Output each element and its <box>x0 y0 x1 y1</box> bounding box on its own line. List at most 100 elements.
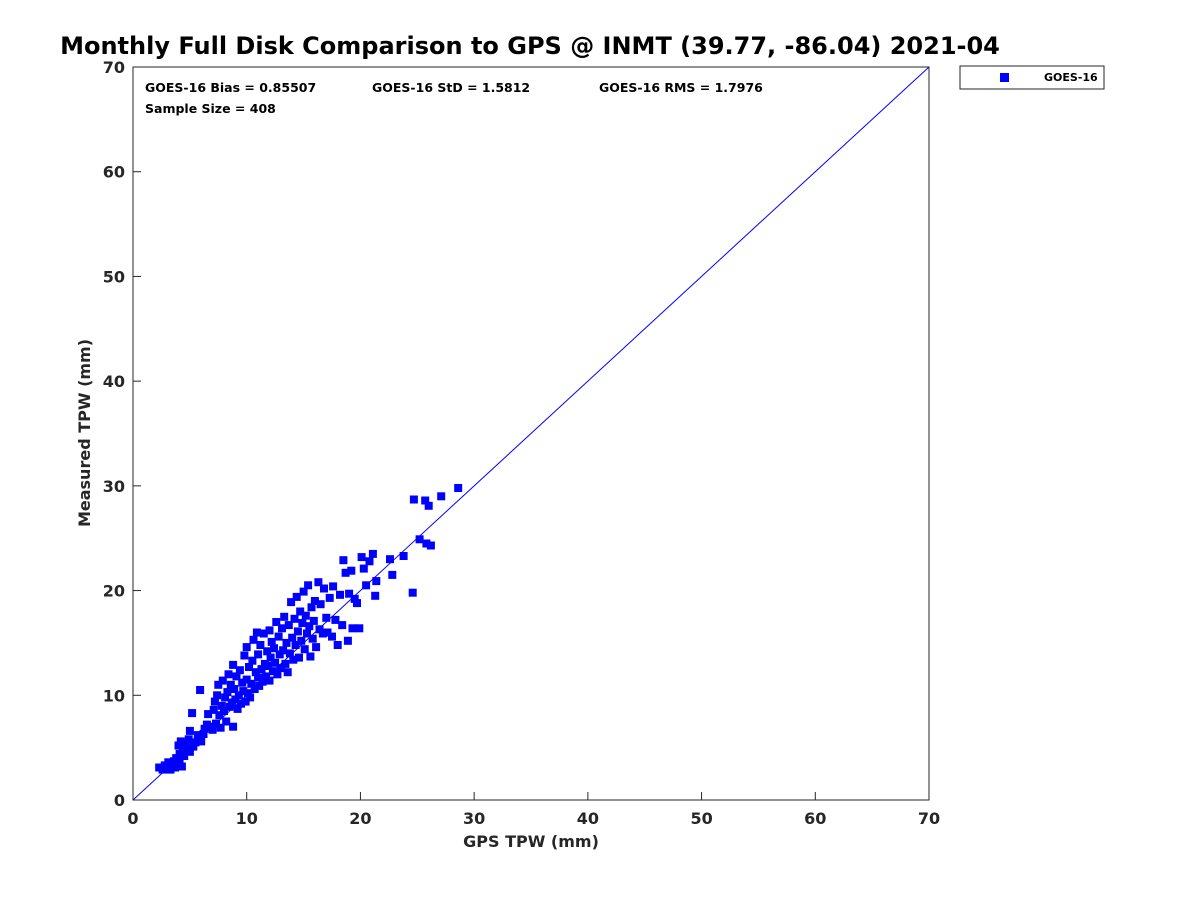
data-point <box>320 584 328 593</box>
data-point <box>274 632 283 641</box>
data-point <box>247 679 256 688</box>
data-point <box>314 578 323 587</box>
data-point <box>288 633 297 642</box>
data-point <box>175 758 184 767</box>
y-axis-label: Measured TPW (mm) <box>75 339 94 527</box>
y-tick-label: 40 <box>103 372 125 391</box>
data-point <box>238 678 247 687</box>
data-point <box>338 621 347 630</box>
data-point <box>331 615 340 624</box>
data-point <box>348 624 357 633</box>
data-point <box>282 638 291 647</box>
data-point <box>181 739 190 748</box>
data-point <box>347 566 356 575</box>
data-point <box>180 752 189 760</box>
data-point <box>175 749 184 758</box>
data-point <box>193 731 202 740</box>
data-point <box>237 699 245 708</box>
x-axis-label: GPS TPW (mm) <box>463 832 599 851</box>
x-tick-label: 70 <box>918 809 940 828</box>
x-tick-label: 50 <box>690 809 712 828</box>
data-point <box>333 641 342 649</box>
data-point <box>276 664 285 673</box>
data-point <box>251 668 260 677</box>
data-point <box>217 701 226 710</box>
data-point <box>184 735 193 744</box>
data-point <box>242 675 251 684</box>
data-point <box>309 616 318 625</box>
data-point <box>166 765 175 774</box>
legend-box <box>959 65 1105 90</box>
data-point <box>226 680 235 689</box>
legend-marker-goes16 <box>1000 73 1009 82</box>
data-point <box>341 568 350 577</box>
data-point <box>240 651 249 660</box>
data-point <box>225 702 234 711</box>
data-point <box>422 539 431 548</box>
data-point <box>318 629 327 638</box>
data-point <box>174 741 183 750</box>
data-point <box>415 535 424 544</box>
data-point <box>368 549 377 558</box>
data-point <box>221 693 230 702</box>
data-point <box>287 598 296 607</box>
data-point <box>336 590 344 599</box>
data-point <box>285 649 294 658</box>
data-point <box>279 646 288 655</box>
data-point <box>256 641 265 649</box>
std-stat: GOES-16 StD = 1.5812 <box>372 80 530 95</box>
data-point <box>316 600 325 609</box>
data-point <box>223 688 232 697</box>
rms-stat: GOES-16 RMS = 1.7976 <box>599 80 763 95</box>
data-point <box>185 726 194 735</box>
data-point <box>271 658 280 667</box>
data-point <box>291 641 300 649</box>
data-point <box>353 599 361 608</box>
y-tick-label: 20 <box>103 582 125 601</box>
data-point <box>245 663 253 671</box>
legend: GOES-16 <box>959 65 1105 90</box>
data-point <box>284 621 293 630</box>
data-point <box>293 627 302 636</box>
data-point <box>345 589 354 598</box>
data-point <box>296 607 305 616</box>
data-point <box>357 553 366 562</box>
y-tick-label: 10 <box>103 686 125 705</box>
data-point <box>437 492 446 501</box>
data-point <box>214 680 223 689</box>
data-point <box>239 687 248 696</box>
data-point <box>216 723 225 732</box>
data-point <box>196 686 205 694</box>
y-tick-label: 70 <box>103 58 125 77</box>
data-point <box>329 582 338 591</box>
data-point <box>234 691 243 700</box>
y-axis-ticks: 0 10 20 30 40 50 60 70 <box>103 58 141 810</box>
data-point <box>185 747 194 756</box>
data-point <box>199 730 208 738</box>
data-point <box>359 564 368 573</box>
data-point <box>328 632 336 641</box>
data-point <box>176 737 185 746</box>
data-point <box>315 625 324 634</box>
data-point <box>371 591 380 600</box>
data-point <box>281 659 290 668</box>
data-point <box>304 581 313 590</box>
data-point <box>220 707 228 715</box>
data-point <box>310 597 319 605</box>
data-point <box>266 653 275 662</box>
data-point <box>230 685 239 693</box>
data-point <box>255 681 264 690</box>
data-point <box>424 501 433 510</box>
data-point <box>372 577 381 586</box>
data-point <box>426 541 435 550</box>
x-tick-label: 0 <box>127 809 138 828</box>
data-point <box>280 612 289 621</box>
data-point <box>189 742 198 751</box>
data-point <box>265 626 274 635</box>
data-point <box>308 634 317 643</box>
data-point <box>292 592 301 601</box>
data-point <box>212 719 220 728</box>
y-tick-label: 60 <box>103 163 125 182</box>
data-point <box>399 552 408 560</box>
data-point <box>298 619 307 627</box>
